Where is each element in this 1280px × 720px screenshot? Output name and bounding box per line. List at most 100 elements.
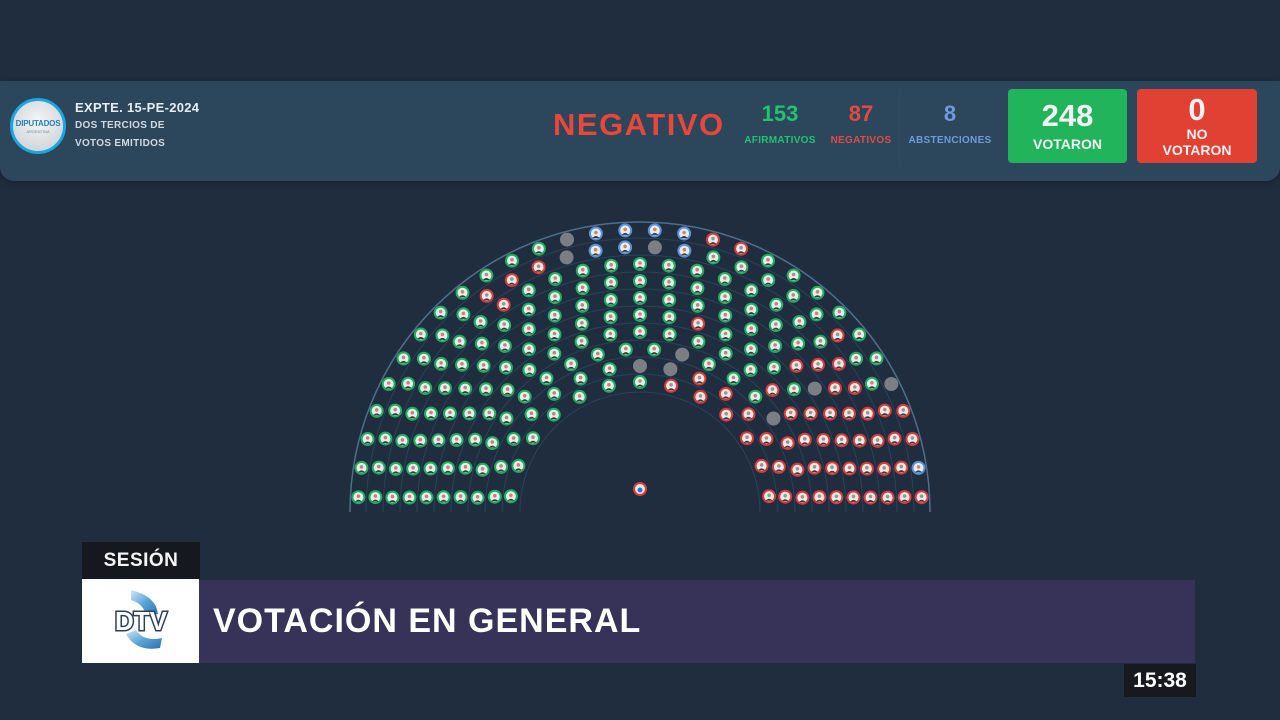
no-votaron-count: 0 (1188, 92, 1206, 127)
seat-afirmativo (575, 281, 590, 296)
seat-afirmativo (449, 433, 464, 447)
seat-afirmativo (419, 490, 434, 505)
row-guide-arc (519, 391, 761, 513)
seat-negativo (783, 406, 798, 421)
seat-afirmativo (456, 307, 471, 322)
seat-afirmativo (499, 411, 514, 426)
row-guide-arc (450, 322, 830, 513)
seat-afirmativo (418, 381, 433, 395)
seat-afirmativo (864, 376, 879, 391)
seat-afirmativo (744, 322, 759, 337)
seat-negativo (828, 381, 842, 396)
seat-afirmativo (485, 436, 500, 451)
seat-afirmativo (691, 334, 706, 349)
seat-afirmativo (748, 389, 763, 404)
majority-type-line1: DOS TERCIOS DE (75, 120, 165, 131)
seat-afirmativo (455, 285, 470, 300)
row-guide-arc (467, 339, 813, 513)
seat-negativo (830, 328, 845, 343)
seat-afirmativo (633, 291, 647, 305)
seat-negativo (754, 458, 769, 473)
seat-afirmativo (633, 257, 647, 271)
seat-afirmativo (786, 268, 801, 283)
seat-negativo (880, 490, 895, 505)
vote-header: DIPUTADOS ARGENTINA EXPTE. 15-PE-2024 DO… (0, 81, 1280, 181)
seat-afirmativo (564, 357, 579, 372)
seat-abstencion (618, 223, 633, 238)
seat-afirmativo (718, 308, 733, 323)
row-guide-arc (382, 254, 898, 513)
seat-negativo (860, 406, 875, 421)
seat-afirmativo (381, 377, 396, 391)
seat-negativo (759, 432, 774, 446)
seat-afirmativo (726, 371, 741, 386)
seat-afirmativo (401, 376, 416, 391)
seat-afirmativo (474, 336, 489, 351)
seat-afirmativo (378, 431, 393, 446)
seat-negativo (693, 389, 708, 404)
seat-afirmativo (506, 432, 521, 446)
seat-negativo (762, 489, 777, 504)
seat-negativo (790, 462, 805, 477)
seat-afirmativo (603, 293, 618, 307)
seat-negativo (914, 490, 929, 505)
seat-afirmativo (521, 283, 536, 298)
clock: 15:38 (1124, 664, 1196, 697)
seat-abstencion (911, 460, 926, 475)
seat-afirmativo (436, 490, 451, 505)
seat-afirmativo (433, 305, 448, 320)
seat-vacant (807, 381, 822, 396)
seat-negativo (706, 232, 720, 247)
afirmativos-count: 153 (761, 101, 799, 126)
afirmativos-label: AFIRMATIVOS (744, 135, 816, 146)
seat-afirmativo (590, 347, 605, 362)
no-votaron-label-2: VOTARON (1162, 142, 1232, 158)
seat-negativo (719, 407, 734, 422)
seat-negativo (807, 460, 822, 475)
seat-negativo (780, 436, 795, 451)
seat-afirmativo (574, 316, 589, 331)
seat-afirmativo (548, 272, 563, 286)
seat-vacant (884, 377, 899, 391)
seat-afirmativo (539, 371, 554, 386)
seat-afirmativo (517, 389, 532, 404)
seat-negativo (896, 403, 911, 418)
seat-negativo (812, 490, 827, 505)
seat-afirmativo (413, 327, 428, 342)
seat-afirmativo (718, 290, 732, 305)
seat-afirmativo (475, 462, 490, 477)
seat-negativo (852, 433, 867, 448)
seat-afirmativo (531, 241, 546, 256)
seat-afirmativo (869, 351, 884, 366)
seat-vacant (633, 359, 647, 373)
negativos-count: 87 (848, 101, 874, 126)
seat-afirmativo (768, 339, 783, 353)
seat-afirmativo (849, 351, 864, 366)
seat-afirmativo (521, 302, 536, 317)
seat-negativo (847, 381, 862, 395)
seat-afirmativo (792, 315, 807, 329)
afirmativos-stat: 153 AFIRMATIVOS (742, 101, 818, 146)
row-guide-arc (501, 373, 779, 513)
seat-negativo (531, 260, 546, 275)
seat-afirmativo (718, 346, 733, 361)
seat-negativo (795, 490, 810, 505)
abstenciones-stat: 8 ABSTENCIONES (906, 101, 994, 146)
seat-afirmativo (604, 258, 619, 273)
seat-afirmativo (499, 360, 513, 375)
seat-negativo (789, 358, 804, 373)
seat-afirmativo (497, 339, 512, 353)
seat-afirmativo (368, 490, 383, 505)
seat-vacant (559, 250, 574, 265)
seat-vacant (647, 240, 662, 255)
seat-negativo (691, 316, 706, 331)
session-tag: SESIÓN (82, 542, 200, 579)
seat-afirmativo (462, 406, 477, 421)
seat-afirmativo (852, 327, 867, 342)
row-guide-arc (484, 356, 796, 513)
seat-negativo (863, 490, 878, 505)
seat-afirmativo (744, 302, 759, 317)
seat-afirmativo (633, 325, 647, 339)
svg-text:DTV: DTV (115, 606, 168, 636)
no-votaron-box: 0 NO VOTARON (1137, 89, 1257, 163)
